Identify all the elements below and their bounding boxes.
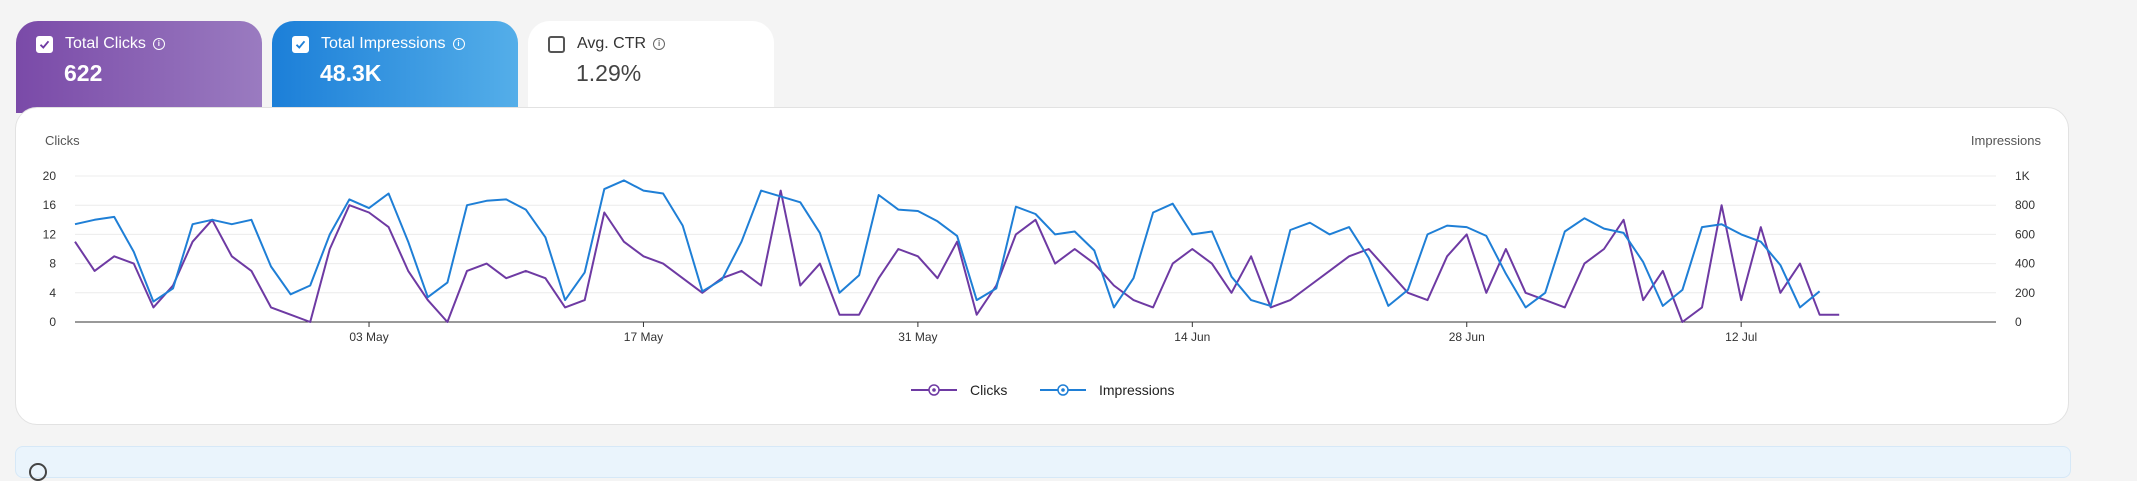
x-tick-label: 03 May (349, 330, 388, 344)
y-left-tick-label: 4 (49, 286, 56, 300)
ctr-label: Avg. CTR (577, 35, 647, 52)
clicks-series-line (74, 189, 1840, 323)
y-right-tick-label: 600 (2015, 227, 2035, 241)
y-right-tick-label: 200 (2015, 286, 2035, 300)
y-right-tick-label: 0 (2015, 315, 2022, 329)
y-right-tick-label: 800 (2015, 198, 2035, 212)
ctr-value: 1.29% (576, 60, 642, 86)
y-left-tick-label: 0 (49, 315, 56, 329)
impressions-series-line (74, 179, 1821, 309)
impressions-checkbox[interactable] (292, 35, 309, 53)
performance-line-chart: Clicks Impressions 0 4 8 12 16 20 0 200 400 600 8… (43, 133, 2042, 398)
x-tick-label: 14 Jun (1174, 330, 1210, 344)
x-tick-label: 31 May (898, 330, 937, 344)
check-icon (295, 40, 306, 49)
check-icon (39, 40, 50, 49)
x-tick-label: 17 May (624, 330, 663, 344)
legend-clicks-label: Clicks (970, 382, 1007, 398)
legend-item-clicks[interactable]: Clicks (911, 382, 1007, 398)
info-icon[interactable]: i (452, 38, 465, 50)
legend-impressions-label: Impressions (1099, 382, 1174, 398)
y-left-tick-label: 20 (43, 169, 57, 183)
info-icon[interactable]: i (152, 38, 165, 50)
info-banner (15, 446, 2071, 481)
impressions-value: 48.3K (320, 60, 382, 86)
y-right-tick-label: 400 (2015, 257, 2035, 271)
x-tick-label: 28 Jun (1449, 330, 1485, 344)
tab-total-clicks[interactable]: Total Clicks i 622 (16, 21, 262, 113)
clicks-value: 622 (64, 60, 103, 86)
y-right-tick-label: 1K (2015, 169, 2030, 183)
legend-item-impressions[interactable]: Impressions (1040, 382, 1174, 398)
y-left-tick-label: 8 (49, 257, 56, 271)
clicks-label: Total Clicks (65, 35, 146, 52)
chart-legend: Clicks Impressions (911, 382, 1174, 398)
legend-clicks-dot (932, 388, 936, 392)
tab-avg-ctr[interactable]: Avg. CTR i 1.29% (528, 21, 774, 113)
y-left-axis-title: Clicks (45, 133, 80, 148)
clicks-checkbox[interactable] (36, 35, 53, 53)
chart-panel: Clicks Impressions 0 4 8 12 16 20 0 200 400 600 8… (15, 107, 2069, 425)
legend-impressions-dot (1061, 388, 1065, 392)
info-circle-icon (29, 463, 47, 481)
y-left-tick-label: 16 (43, 198, 57, 212)
impressions-label: Total Impressions (321, 35, 446, 52)
x-tick-label: 12 Jul (1725, 330, 1757, 344)
y-right-axis-title: Impressions (1971, 133, 2042, 148)
ctr-checkbox[interactable] (548, 35, 565, 53)
tab-total-impressions[interactable]: Total Impressions i 48.3K (272, 21, 518, 113)
info-icon[interactable]: i (653, 38, 666, 50)
y-left-tick-label: 12 (43, 227, 57, 241)
